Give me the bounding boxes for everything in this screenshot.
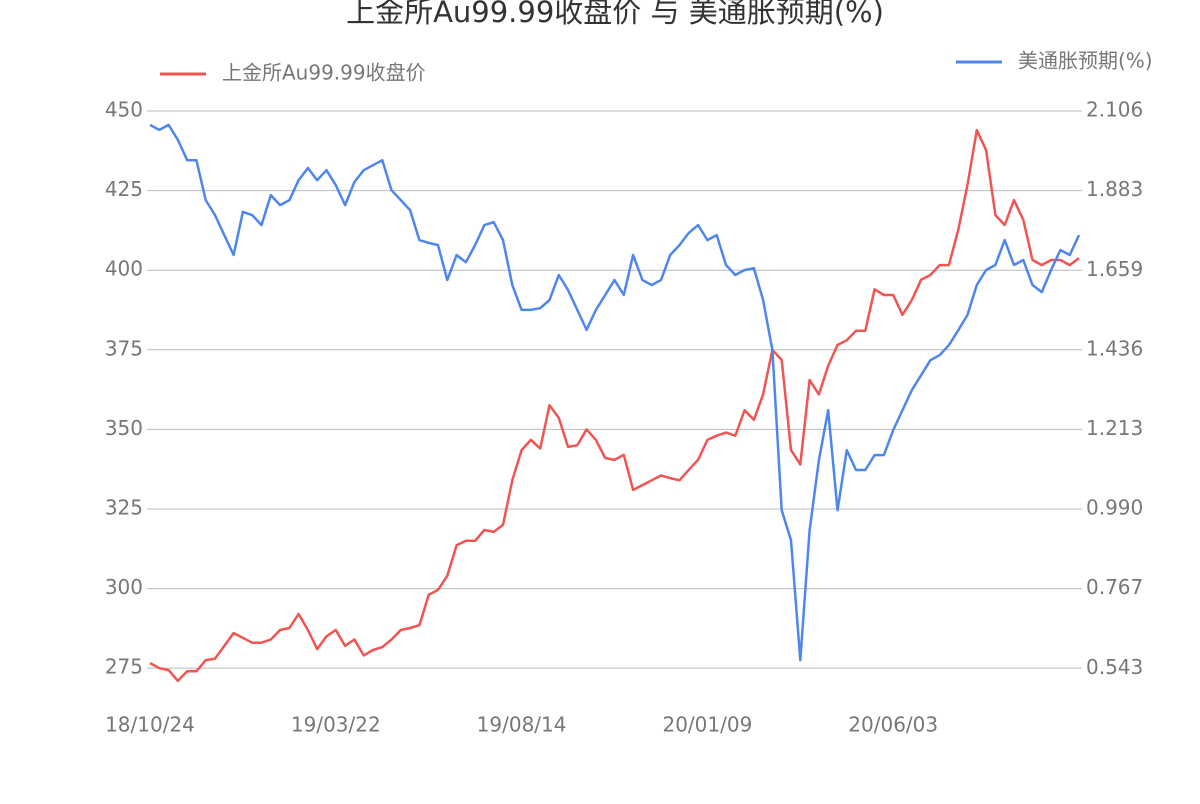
x-tick-label: 20/06/03 [848, 713, 938, 737]
series-line [149, 123, 1081, 662]
y2-tick-label: 2.106 [1086, 98, 1143, 122]
chart-title: 上金所Au99.99收盘价 与 美通胀预期(%) [346, 0, 884, 29]
y-tick-label: 350 [105, 416, 143, 440]
legend-label: 美通胀预期(%) [1018, 49, 1153, 73]
y-tick-label: 325 [105, 495, 143, 519]
legend-label: 上金所Au99.99收盘价 [222, 61, 426, 85]
x-tick-label: 18/10/24 [105, 713, 195, 737]
series-line [149, 128, 1080, 683]
y2-tick-label: 0.767 [1086, 575, 1143, 599]
y-tick-label: 425 [105, 177, 143, 201]
y-tick-label: 275 [105, 655, 143, 679]
y2-tick-label: 1.213 [1086, 416, 1143, 440]
y2-tick-label: 1.659 [1086, 257, 1143, 281]
x-tick-label: 19/08/14 [477, 713, 567, 737]
y2-tick-label: 1.436 [1086, 336, 1143, 360]
x-tick-label: 19/03/22 [291, 713, 381, 737]
y-tick-label: 375 [105, 336, 143, 360]
y2-tick-label: 1.883 [1086, 177, 1143, 201]
y-tick-label: 300 [105, 575, 143, 599]
x-tick-label: 20/01/09 [662, 713, 752, 737]
y-tick-label: 400 [105, 257, 143, 281]
y-tick-label: 450 [105, 98, 143, 122]
y2-tick-label: 0.990 [1086, 495, 1143, 519]
y2-tick-label: 0.543 [1086, 655, 1143, 679]
